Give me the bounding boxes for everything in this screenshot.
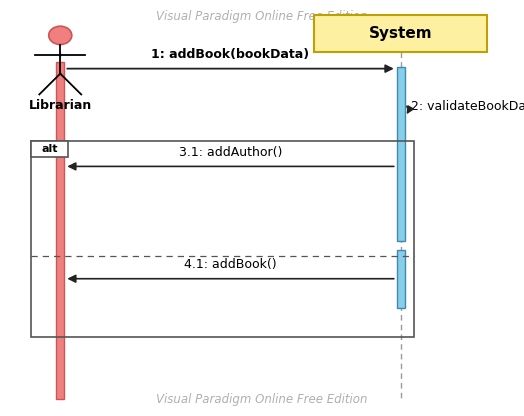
Text: Visual Paradigm Online Free Edition: Visual Paradigm Online Free Edition bbox=[156, 10, 368, 23]
Bar bbox=[56, 62, 64, 399]
Text: 3.1: addAuthor(): 3.1: addAuthor() bbox=[179, 146, 282, 159]
Bar bbox=[31, 141, 414, 337]
Bar bbox=[397, 250, 405, 308]
Circle shape bbox=[49, 26, 72, 45]
Text: 2: validateBookData: 2: validateBookData bbox=[411, 99, 524, 113]
FancyArrowPatch shape bbox=[407, 106, 413, 113]
Text: System: System bbox=[369, 26, 433, 41]
Bar bbox=[397, 67, 405, 241]
Text: alt: alt bbox=[41, 144, 58, 154]
Text: Librarian: Librarian bbox=[29, 99, 92, 111]
Bar bbox=[314, 15, 487, 52]
Text: 1: addBook(bookData): 1: addBook(bookData) bbox=[151, 48, 310, 61]
Text: 4.1: addBook(): 4.1: addBook() bbox=[184, 258, 277, 271]
Bar bbox=[31, 141, 68, 157]
Text: Visual Paradigm Online Free Edition: Visual Paradigm Online Free Edition bbox=[156, 393, 368, 406]
